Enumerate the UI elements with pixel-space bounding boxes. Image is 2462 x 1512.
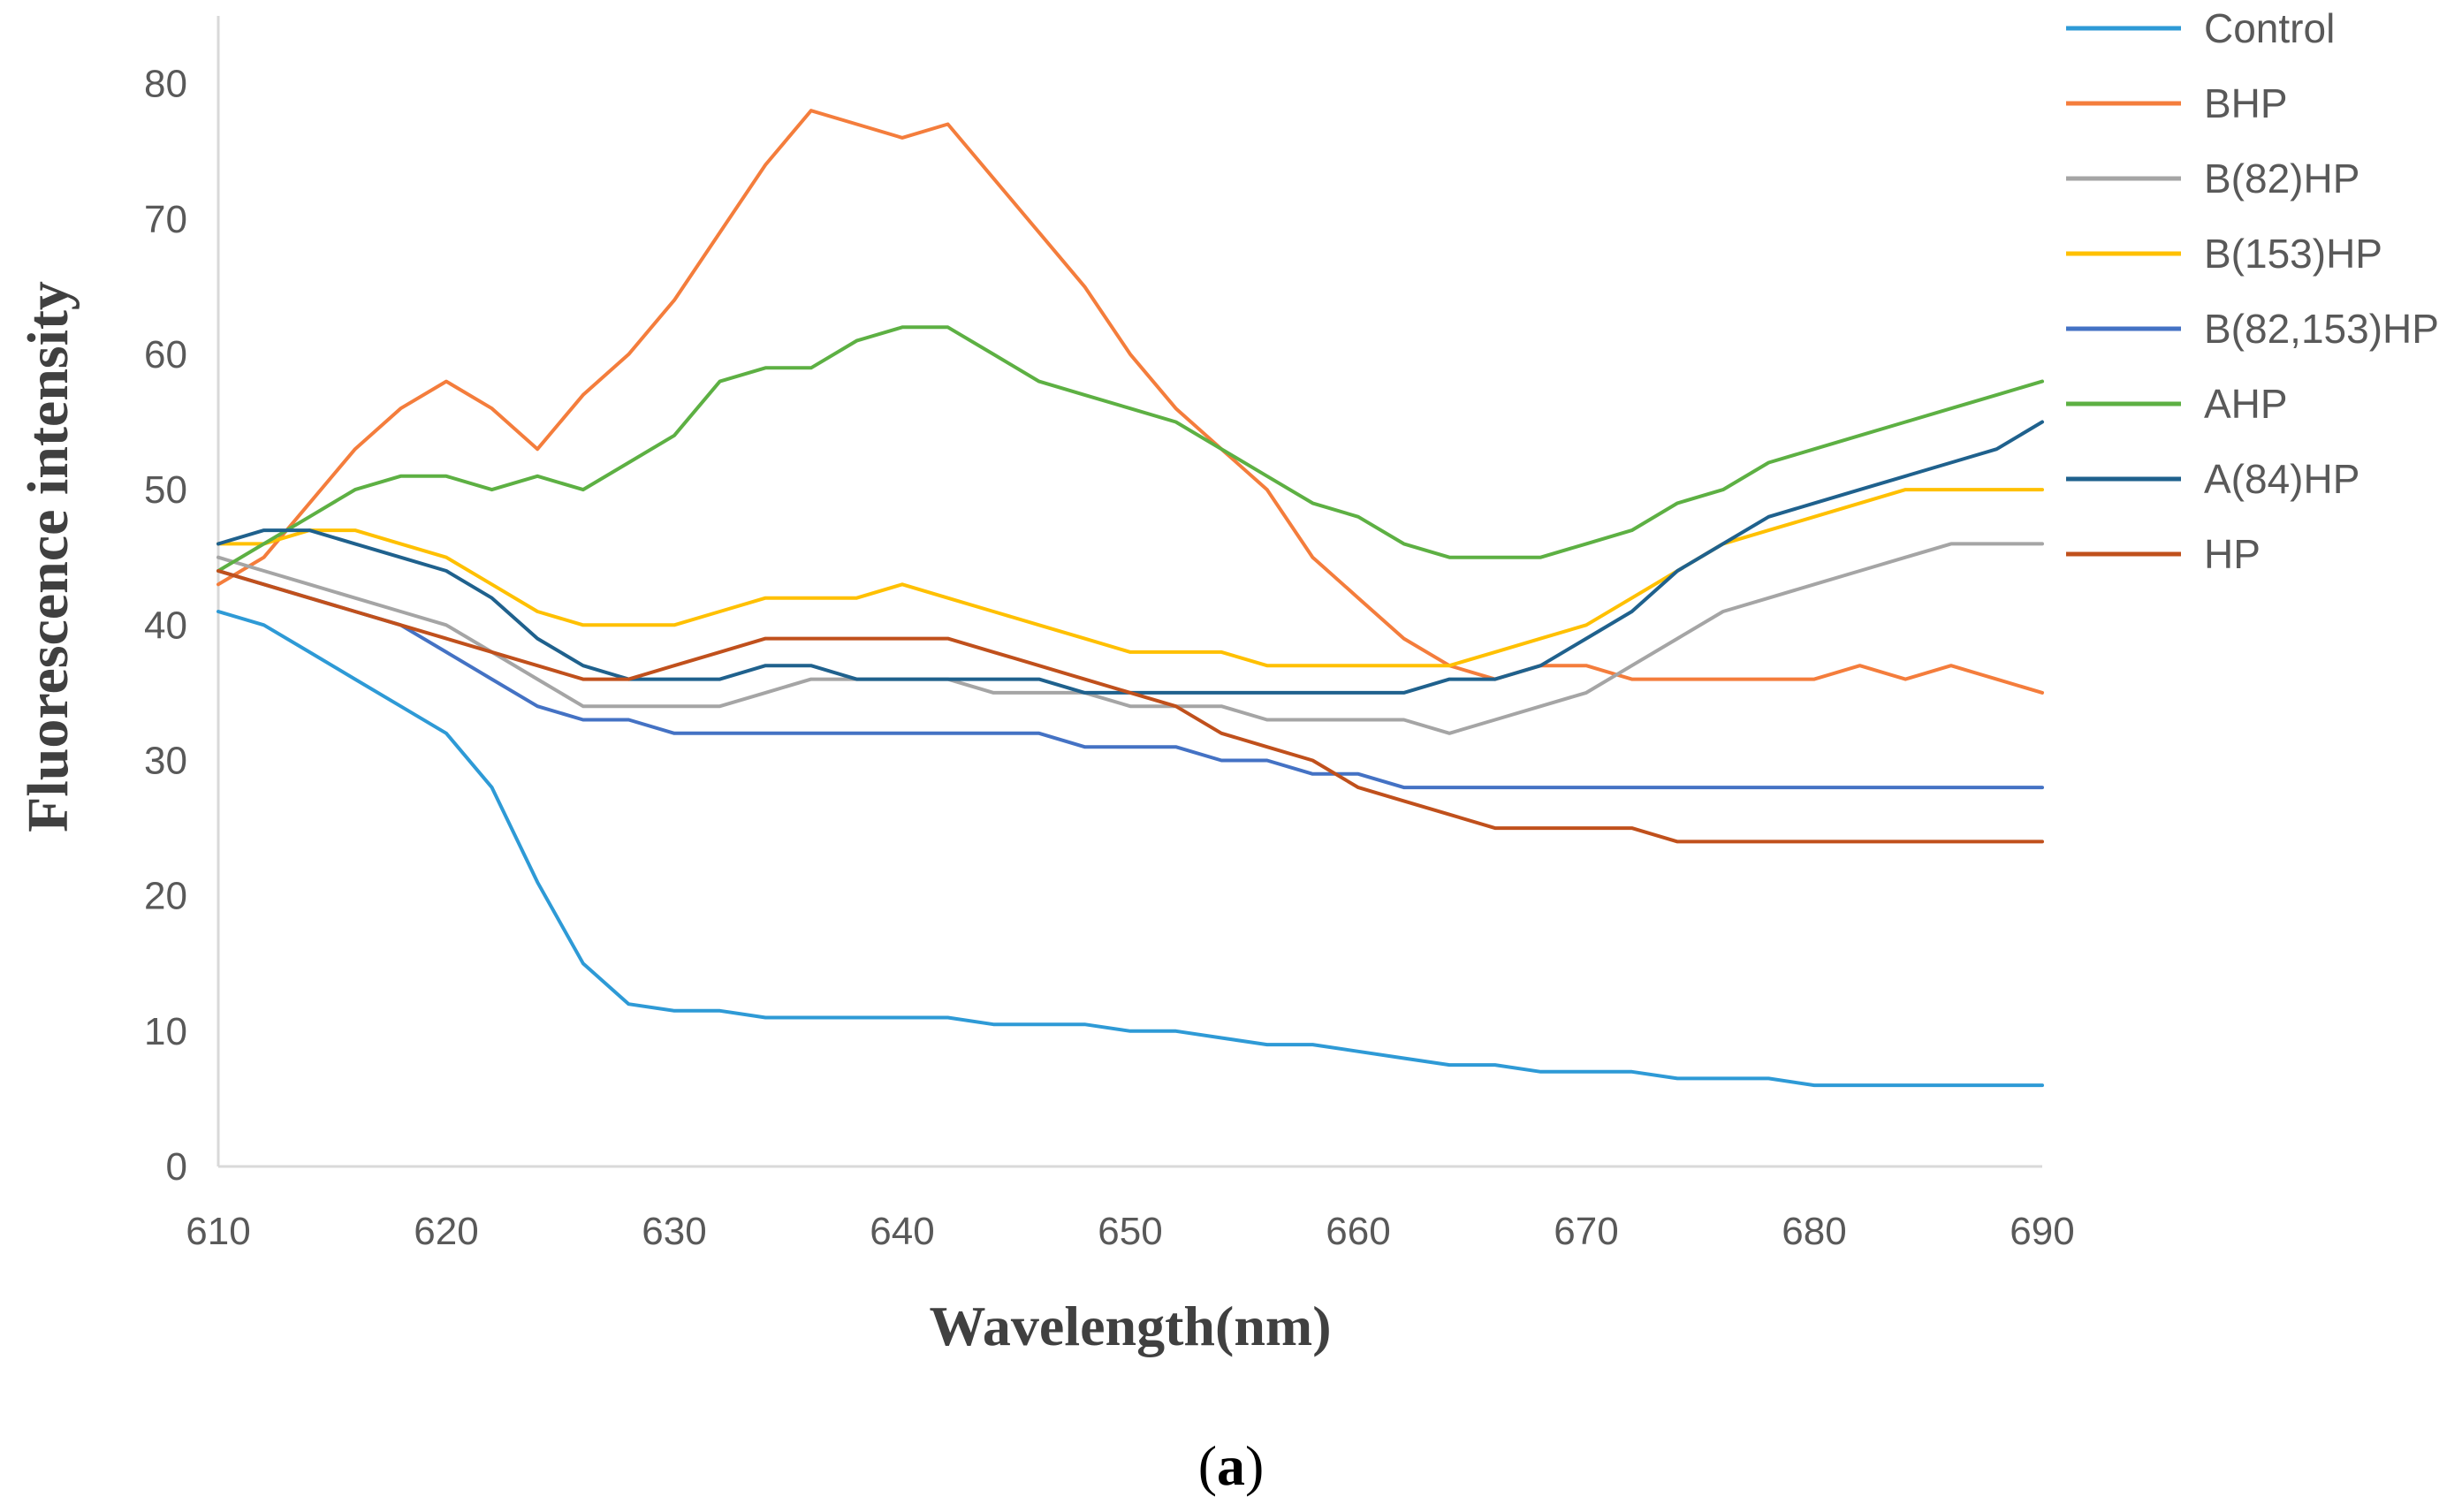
series-line-b-82-153-hp [217,569,2044,790]
y-tick-label: 30 [144,739,187,782]
legend-entry-b-153-hp: B(153)HP [2066,231,2382,277]
series-line-bhp [217,109,2044,695]
legend: Control BHP B(82)HP B(153)HP B(82,153)HP AHP A… [2066,5,2439,577]
legend-label: B(82,153)HP [2204,306,2439,352]
series-line-ahp [217,325,2044,573]
x-tick-labels: 610 620 630 640 650 660 670 680 690 [186,1210,2074,1253]
legend-label: Control [2204,5,2335,51]
legend-entry-a-84-hp: A(84)HP [2066,456,2359,502]
legend-entry-hp: HP [2066,531,2261,577]
legend-label: A(84)HP [2204,456,2359,502]
x-axis-title: Wavelength(nm) [929,1295,1331,1357]
caption-open: ( [1198,1434,1217,1497]
legend-entry-ahp: AHP [2066,381,2288,427]
y-tick-label: 80 [144,63,187,106]
x-tick-label: 650 [1098,1210,1162,1253]
axes [217,16,2042,1168]
legend-entry-bhp: BHP [2066,80,2288,126]
legend-label: BHP [2204,80,2288,126]
legend-entry-b-82-hp: B(82)HP [2066,156,2359,201]
legend-entry-b-82-153-hp: B(82,153)HP [2066,306,2439,352]
series-line-b-153-hp [217,488,2044,668]
series-line-control [217,610,2044,1088]
y-tick-label: 70 [144,198,187,241]
x-tick-label: 620 [414,1210,478,1253]
legend-label: B(82)HP [2204,156,2359,201]
x-tick-label: 660 [1326,1210,1390,1253]
y-tick-label: 50 [144,468,187,512]
y-tick-labels: 0 10 20 30 40 50 60 70 80 [144,63,187,1189]
x-tick-label: 610 [186,1210,250,1253]
legend-label: AHP [2204,381,2288,427]
y-tick-label: 10 [144,1010,187,1053]
y-tick-label: 60 [144,333,187,376]
legend-entry-control: Control [2066,5,2335,51]
x-tick-label: 630 [642,1210,706,1253]
series-line-hp [217,569,2044,844]
x-tick-label: 640 [870,1210,934,1253]
figure-caption: (a) [1198,1434,1265,1497]
legend-label: HP [2204,531,2261,577]
x-tick-label: 690 [2010,1210,2074,1253]
y-axis-title: Fluorescence intensity [16,281,80,832]
y-tick-label: 40 [144,604,187,647]
series-line-b-82-hp [217,542,2044,735]
y-tick-label: 20 [144,875,187,918]
caption-letter: a [1217,1434,1245,1497]
caption-close: ) [1245,1434,1264,1497]
series-lines [217,109,2044,1088]
x-tick-label: 680 [1782,1210,1846,1253]
legend-label: B(153)HP [2204,231,2382,277]
x-tick-label: 670 [1554,1210,1618,1253]
y-tick-label: 0 [166,1145,187,1189]
